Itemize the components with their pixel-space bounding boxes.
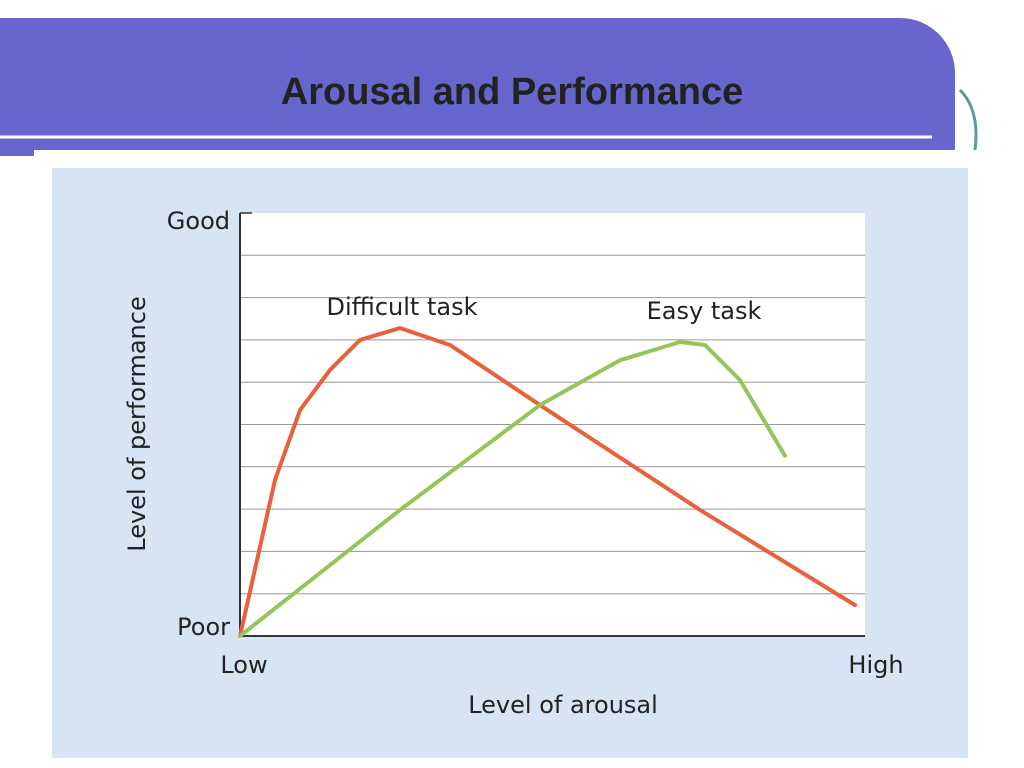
slide-title: Arousal and Performance: [281, 71, 743, 113]
x-tick-label: Low: [220, 651, 267, 679]
series-line: [238, 340, 787, 638]
y-axis-label: Level of performance: [123, 296, 151, 551]
plot: Poor Good Low High Difficult task Easy task: [167, 207, 904, 679]
series-label: Easy task: [647, 297, 762, 325]
y-tick-label: Good: [167, 207, 230, 235]
series-label: Difficult task: [327, 293, 478, 321]
x-axis-label: Level of arousal: [468, 691, 658, 719]
series-line: [238, 326, 857, 638]
banner-tab: [0, 150, 34, 156]
decor-arc: [958, 88, 978, 151]
x-tick-label: High: [848, 651, 903, 679]
title-banner: [0, 18, 955, 150]
y-tick-label: Poor: [177, 613, 230, 641]
